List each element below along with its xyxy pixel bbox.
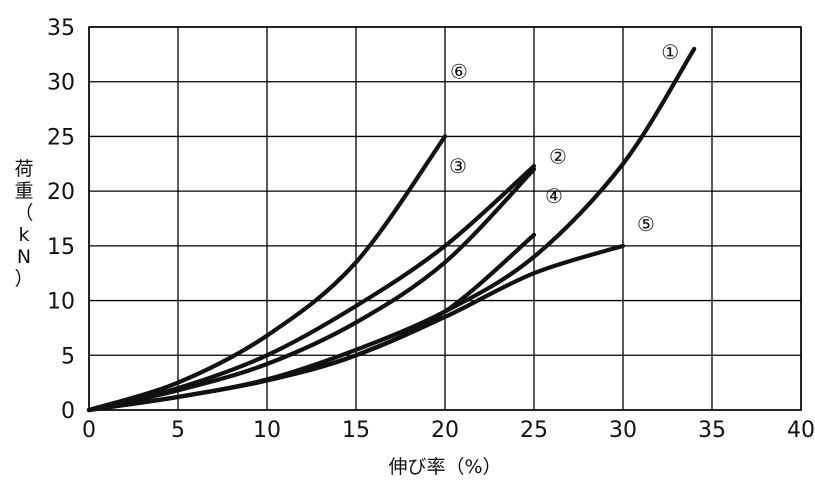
x-tick-label: 0: [82, 418, 96, 443]
y-axis-title-char: k: [18, 224, 29, 246]
y-axis-title-char: N: [17, 246, 31, 268]
tick-labels: 0 5 10 15 20 25 30 35 40 0 5 10 15 20 25 30 35: [47, 16, 815, 443]
y-tick-label: 15: [47, 235, 75, 260]
series-line-5: [86, 243, 626, 413]
y-tick-label: 35: [47, 16, 75, 41]
x-tick-label: 20: [431, 418, 459, 443]
series-line-2: [86, 167, 537, 413]
x-tick-label: 35: [698, 418, 726, 443]
x-axis-title: 伸び率（%）: [388, 456, 501, 478]
y-tick-label: 5: [61, 344, 75, 369]
x-tick-label: 30: [609, 418, 637, 443]
curves: [86, 46, 697, 413]
series-label-5: ⑤: [637, 212, 655, 236]
y-axis-title-char: 荷: [14, 158, 33, 180]
y-tick-label: 25: [47, 125, 75, 150]
x-tick-label: 10: [253, 418, 281, 443]
plot-frame: [88, 26, 802, 411]
series-label-2: ②: [549, 144, 567, 168]
x-tick-label: 15: [342, 418, 370, 443]
y-axis-title-char: （: [14, 202, 33, 224]
series-label-4: ④: [545, 184, 563, 208]
x-tick-label: 40: [787, 418, 815, 443]
series-label-1: ①: [661, 40, 679, 64]
y-axis-title-char: 重: [14, 180, 33, 202]
series-line-6: [86, 134, 448, 413]
y-tick-label: 10: [47, 290, 75, 315]
series-labels: ① ② ③ ④ ⑤ ⑥: [449, 40, 679, 236]
y-tick-label: 30: [47, 71, 75, 96]
series-label-6: ⑥: [450, 59, 468, 83]
series-line-4: [86, 232, 537, 413]
y-tick-label: 20: [47, 180, 75, 205]
y-axis-title: 荷重（kN）: [14, 158, 33, 290]
x-tick-label: 5: [171, 418, 185, 443]
grid: [88, 26, 802, 411]
y-tick-label: 0: [61, 399, 75, 424]
series-line-3: [86, 163, 537, 413]
y-axis-title-char: ）: [14, 268, 33, 290]
x-tick-label: 25: [520, 418, 548, 443]
series-label-3: ③: [449, 154, 467, 178]
